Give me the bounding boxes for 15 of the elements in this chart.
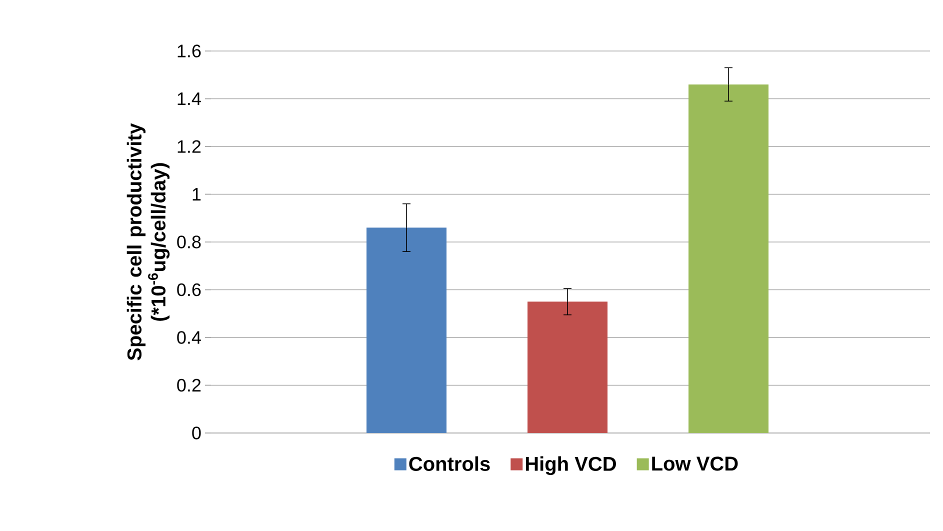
bar — [688, 84, 769, 433]
y-tick-label: 0 — [192, 426, 201, 440]
legend-label: Low VCD — [652, 456, 738, 471]
y-tick-label: 0.2 — [177, 378, 201, 392]
y-tick-label: 1.6 — [178, 44, 201, 58]
y-tick-label: 1 — [192, 188, 201, 200]
y-tick-label: 0.6 — [177, 283, 201, 296]
y-tick-label: 0.8 — [177, 236, 201, 248]
y-tick-label: 1.2 — [178, 140, 201, 153]
y-tick-label: 0.4 — [177, 331, 201, 344]
y-tick-label: 1.4 — [178, 92, 201, 105]
bar — [366, 228, 447, 433]
bar — [528, 302, 608, 433]
legend-label: High VCD — [526, 456, 616, 476]
legend-label: Controls — [409, 456, 490, 471]
